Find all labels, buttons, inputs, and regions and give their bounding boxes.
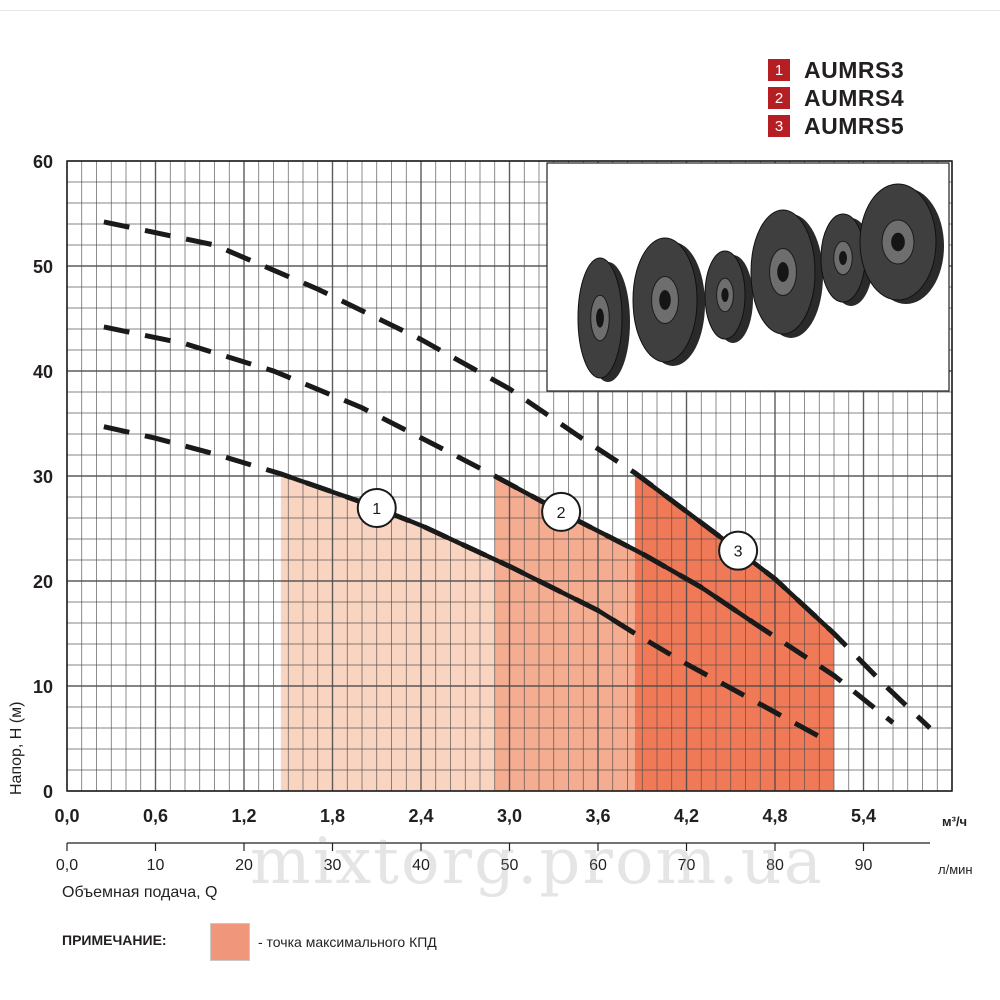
legend-badge: 1 [768, 59, 790, 81]
x-tick-label-primary: 1,8 [320, 806, 345, 826]
legend-label: AUMRS4 [804, 84, 905, 111]
x-tick-label-secondary: 0,0 [56, 857, 78, 874]
curve-label-circle-1 [356, 488, 397, 529]
curve-solid-2 [493, 474, 762, 630]
x-tick-label-primary: 0,0 [54, 806, 79, 826]
note-text: - точка максимального КПД [258, 934, 437, 950]
x-tick-label-secondary: 20 [235, 857, 253, 874]
top-rule [0, 10, 1000, 11]
y-axis-title: Напор, Н (м) [8, 702, 25, 795]
note-swatch [210, 923, 250, 961]
legend-label: AUMRS5 [804, 112, 905, 139]
x-tick-label-secondary: 60 [589, 857, 607, 874]
plot-frame [66, 160, 953, 792]
x-tick-label-secondary: 70 [678, 857, 696, 874]
y-tick-label: 10 [33, 677, 53, 697]
x-tick-label-primary: 4,2 [674, 806, 699, 826]
efficiency-region-3 [634, 472, 834, 791]
legend-item-2: 2 AUMRS4 [768, 84, 905, 111]
y-tick-label: 60 [33, 152, 53, 172]
x-tick-label-primary: 2,4 [408, 806, 433, 826]
x-unit-secondary: л/мин [938, 862, 973, 877]
x-tick-label-secondary: 10 [147, 857, 165, 874]
curve-label-3: 3 [734, 544, 743, 561]
x-axis-title: Объемная подача, Q [62, 884, 217, 901]
x-tick-label-primary: 5,4 [851, 806, 876, 826]
impeller-bore [777, 262, 789, 282]
y-tick-label: 30 [33, 467, 53, 487]
x-tick-label-secondary: 90 [855, 857, 873, 874]
legend-badge: 2 [768, 87, 790, 109]
impeller-bore [659, 290, 671, 310]
impeller-bore [596, 308, 604, 328]
curve-label-1: 1 [372, 501, 381, 518]
curve-dashed-3 [103, 219, 932, 730]
impeller-bore [891, 232, 905, 252]
legend-label: AUMRS3 [804, 56, 905, 83]
curve-solid-1 [280, 471, 637, 636]
x-unit-primary: м³/ч [942, 814, 967, 829]
x-tick-label-primary: 0,6 [143, 806, 168, 826]
x-tick-label-primary: 3,6 [585, 806, 610, 826]
x-tick-label-secondary: 30 [324, 857, 342, 874]
x-tick-label-primary: 1,2 [231, 806, 256, 826]
y-tick-label: 0 [43, 782, 53, 802]
legend-item-3: 3 AUMRS5 [768, 112, 905, 139]
y-tick-label: 40 [33, 362, 53, 382]
x-tick-label-secondary: 80 [766, 857, 784, 874]
x-tick-label-primary: 4,8 [762, 806, 787, 826]
curve-label-circle-2 [541, 491, 582, 532]
x-tick-label-secondary: 40 [412, 857, 430, 874]
y-tick-label: 50 [33, 257, 53, 277]
legend-badge: 3 [768, 115, 790, 137]
curve-label-2: 2 [557, 505, 566, 522]
impeller-bore [721, 287, 729, 303]
impeller-bore [839, 250, 847, 266]
legend-item-1: 1 AUMRS3 [768, 56, 905, 83]
note-label: ПРИМЕЧАНИЕ: [62, 932, 167, 948]
x-tick-label-primary: 3,0 [497, 806, 522, 826]
y-tick-label: 20 [33, 572, 53, 592]
x-tick-label-secondary: 50 [501, 857, 519, 874]
curve-label-circle-3 [718, 530, 759, 571]
